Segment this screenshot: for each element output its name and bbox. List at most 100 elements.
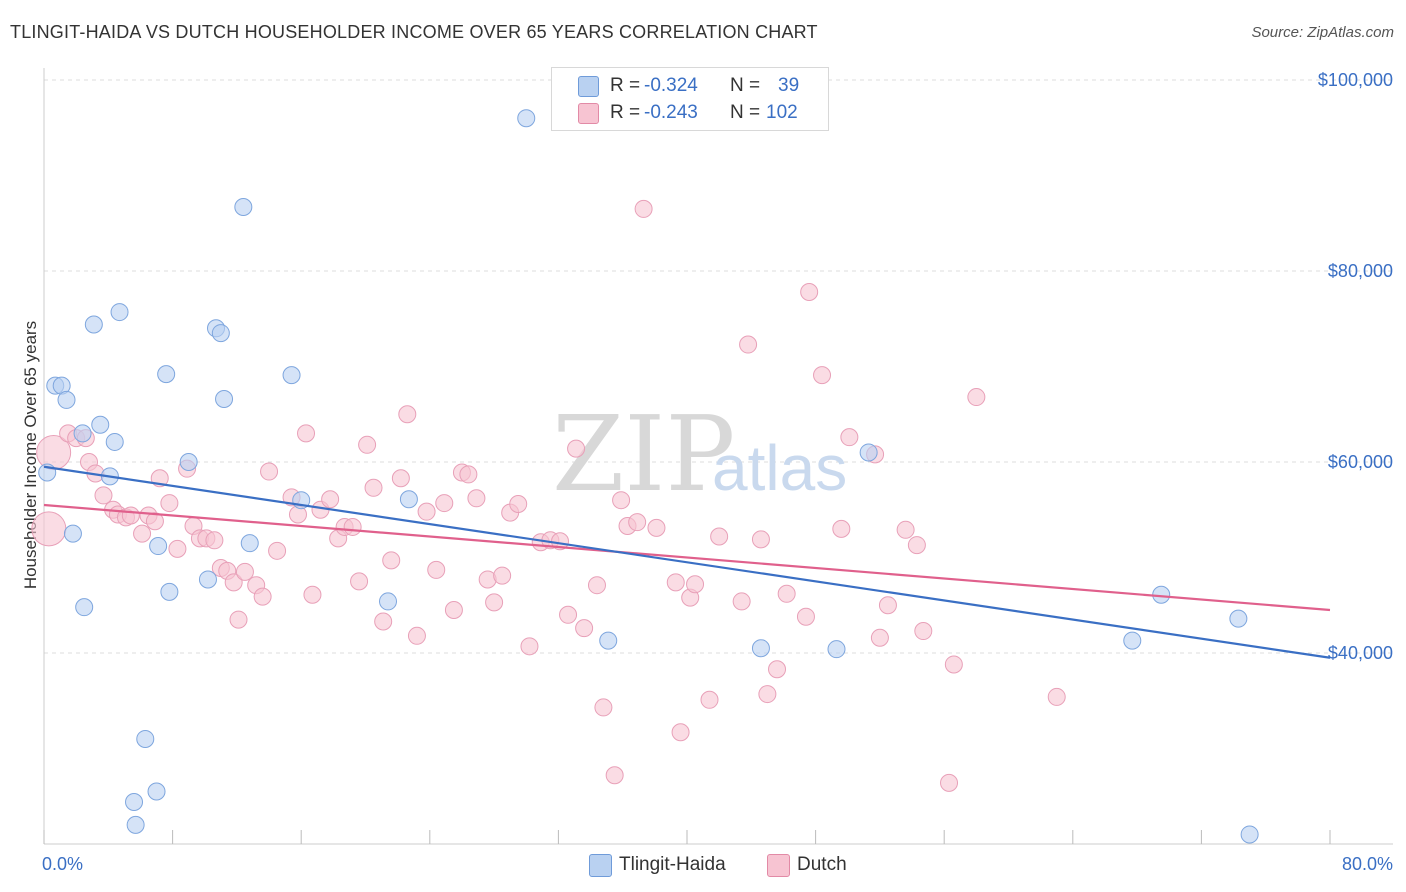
tlingit-haida-point	[84, 315, 103, 334]
n-value: 102	[766, 102, 798, 123]
y-tick-label: $40,000	[1328, 643, 1393, 663]
pink-swatch	[578, 103, 599, 124]
dutch-point	[427, 560, 446, 579]
dutch-points	[31, 199, 1066, 792]
dutch-point	[121, 506, 140, 525]
y-tick-labels: $40,000 $60,000 $80,000 $100,000	[1318, 70, 1393, 663]
dutch-point	[382, 551, 401, 570]
dutch-point	[575, 619, 594, 638]
tlingit-haida-point	[136, 729, 155, 748]
dutch-point	[459, 465, 478, 484]
tlingit-haida-point	[1123, 631, 1142, 650]
dutch-point	[205, 531, 224, 550]
dutch-point	[671, 723, 690, 742]
dutch-point	[813, 366, 832, 385]
dutch-point	[444, 601, 463, 620]
tlingit-haida-point	[211, 324, 230, 343]
dutch-point	[260, 462, 279, 481]
dutch-point	[398, 405, 417, 424]
dutch-point	[587, 576, 606, 595]
dutch-point	[967, 388, 986, 407]
r-label: R =	[610, 102, 641, 123]
tlingit-haida-point	[1240, 825, 1259, 844]
dutch-point	[94, 486, 113, 505]
dutch-point	[407, 626, 426, 645]
blue-swatch	[578, 76, 599, 97]
dutch-point	[417, 502, 436, 521]
dutch-point	[777, 584, 796, 603]
dutch-point	[509, 495, 528, 514]
dutch-point	[493, 566, 512, 585]
legend-label: Dutch	[797, 854, 847, 875]
dutch-point	[467, 489, 486, 508]
trend-lines	[43, 465, 1331, 659]
dutch-point	[358, 435, 377, 454]
stats-row-tlingit-haida: R = -0.324 N = 39	[552, 73, 828, 99]
tlingit-haida-point	[240, 534, 259, 553]
dutch-point	[878, 596, 897, 615]
dutch-point	[145, 512, 164, 531]
dutch-point	[229, 610, 248, 629]
tlingit-haida-points	[38, 109, 1259, 844]
tlingit-haida-point	[157, 365, 176, 384]
tlingit-haida-point	[126, 815, 145, 834]
dutch-point	[686, 575, 705, 594]
tlingit-haida-point	[110, 303, 129, 322]
dutch-point	[739, 335, 758, 354]
legend-swatch-pink	[767, 854, 790, 877]
y-tick-label: $100,000	[1318, 70, 1393, 90]
tlingit-haida-point	[751, 639, 770, 658]
dutch-point	[321, 490, 340, 509]
n-label: N =	[730, 102, 761, 123]
tlingit-haida-point	[282, 366, 301, 385]
tlingit-haida-point	[125, 792, 144, 811]
dutch-point	[235, 562, 254, 581]
tlingit-haida-point	[63, 524, 82, 543]
dutch-point	[297, 424, 316, 443]
y-tick-label: $60,000	[1328, 452, 1393, 472]
dutch-point	[605, 766, 624, 785]
dutch-point	[435, 494, 454, 513]
tlingit-haida-point	[215, 389, 234, 408]
dutch-point	[896, 520, 915, 539]
dutch-point	[612, 491, 631, 510]
dutch-point	[710, 527, 729, 546]
dutch-point	[485, 593, 504, 612]
dutch-point	[840, 428, 859, 447]
dutch-point	[350, 572, 369, 591]
dutch-point	[768, 660, 787, 679]
dutch-point	[268, 541, 287, 560]
dutch-point	[343, 517, 362, 536]
tlingit-haida-point	[399, 490, 418, 509]
dutch-point	[732, 592, 751, 611]
dutch-point	[374, 612, 393, 631]
tlingit-haida-point	[91, 415, 110, 434]
dutch-point	[907, 536, 926, 555]
dutch-point	[666, 573, 685, 592]
dutch-point	[253, 587, 272, 606]
tlingit-haida-point	[147, 782, 166, 801]
dutch-point	[940, 773, 959, 792]
tlingit-haida-point	[234, 198, 253, 217]
dutch-point	[160, 494, 179, 513]
n-value: 39	[778, 75, 800, 96]
r-label: R =	[610, 75, 641, 96]
dutch-point	[800, 283, 819, 302]
dutch-point	[364, 478, 383, 497]
tlingit-haida-point	[1229, 609, 1248, 628]
tlingit-haida-point	[73, 424, 92, 443]
tlingit-haida-point	[160, 582, 179, 601]
legend-swatch-blue	[589, 854, 612, 877]
dutch-point	[870, 628, 889, 647]
tlingit-haida-point	[599, 631, 618, 650]
dutch-point	[567, 439, 586, 458]
x-tick-label-min: 0.0%	[42, 854, 83, 874]
dutch-point	[594, 698, 613, 717]
tlingit-haida-point	[105, 432, 124, 451]
tlingit-haida-point	[57, 390, 76, 409]
dutch-point	[628, 513, 647, 532]
n-label: N =	[730, 75, 761, 96]
dutch-point	[224, 573, 243, 592]
dutch-point	[914, 622, 933, 641]
